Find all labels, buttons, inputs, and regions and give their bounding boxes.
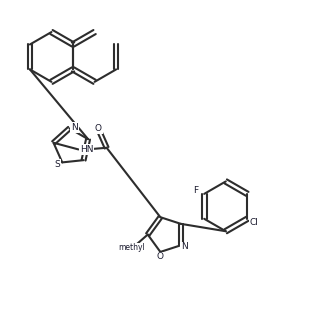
Text: S: S: [54, 160, 60, 168]
Text: methyl: methyl: [118, 243, 144, 252]
Text: N: N: [181, 242, 188, 251]
Text: O: O: [95, 124, 102, 133]
Text: O: O: [157, 252, 164, 261]
Text: HN: HN: [80, 145, 94, 154]
Text: Cl: Cl: [250, 217, 258, 227]
Text: F: F: [193, 186, 199, 195]
Text: N: N: [71, 123, 78, 132]
